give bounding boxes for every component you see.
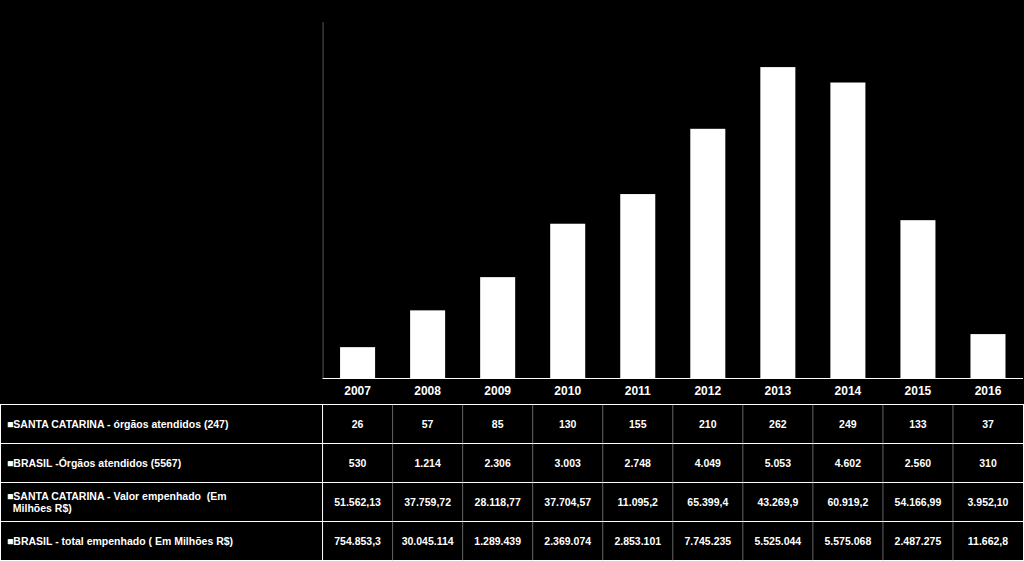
table-cell: 4.602 [835, 457, 861, 469]
table-cell: 5.053 [765, 457, 791, 469]
table-cell: 26 [352, 418, 364, 430]
bar [970, 334, 1005, 378]
table-column-line [532, 405, 533, 561]
table-cell: 85 [492, 418, 504, 430]
table-cell: 30.045.114 [402, 535, 454, 547]
table-cell: 249 [839, 418, 857, 430]
table-column-line [462, 405, 463, 561]
bar [410, 310, 445, 378]
x-axis-line [323, 378, 1023, 379]
table-cell: 210 [699, 418, 717, 430]
table-row-line [0, 482, 1024, 483]
bars [340, 67, 1005, 378]
x-tick-label: 2016 [975, 384, 1002, 398]
table-cell: 4.049 [695, 457, 721, 469]
chart: 2007 2008 2009 2010 2011 2012 2013 2014 2015 2016… [0, 0, 1024, 561]
table-cell: 51.562,13 [334, 496, 381, 508]
table-cell: 2.487.275 [895, 535, 942, 547]
table-column-line [952, 405, 953, 561]
table-row-label: ■BRASIL -Órgãos atendidos (5567) [7, 457, 181, 469]
table-cell: 2.306 [485, 457, 511, 469]
table-cell: 155 [629, 418, 647, 430]
x-tick-label: 2010 [554, 384, 581, 398]
table-cell: 130 [559, 418, 577, 430]
table-cell: 11.095,2 [618, 496, 658, 508]
table-cell: 43.269,9 [757, 496, 798, 508]
table-column-line [602, 405, 603, 561]
x-tick-label: 2014 [835, 384, 862, 398]
table-cell: 754.853,3 [334, 535, 381, 547]
table-cell: 133 [909, 418, 927, 430]
table-cell: 530 [349, 457, 367, 469]
table-cell: 37.704,57 [544, 496, 591, 508]
table-cell: 2.369.074 [544, 535, 591, 547]
table-cell: 57 [422, 418, 434, 430]
table-cell: 54.166,99 [895, 496, 942, 508]
table-cell: 2.853.101 [614, 535, 661, 547]
table-row-line [0, 521, 1024, 522]
x-tick-label: 2012 [694, 384, 721, 398]
table-border [1, 405, 1024, 561]
table-row-line [0, 443, 1024, 444]
table-cell: 3.952,10 [968, 496, 1009, 508]
bar [760, 67, 795, 378]
table-cell: 5.575.068 [825, 535, 872, 547]
table-column-line [812, 405, 813, 561]
table-cell: 37.759,72 [404, 496, 451, 508]
table-cell: 310 [979, 457, 997, 469]
table-row-label: ■SANTA CATARINA - órgãos atendidos (247) [7, 418, 228, 430]
x-tick-label: 2008 [414, 384, 441, 398]
table-cell: 3.003 [555, 457, 581, 469]
table-column-line [322, 405, 323, 561]
bar [830, 83, 865, 378]
x-tick-label: 2013 [764, 384, 791, 398]
table-cell: 11.662,8 [968, 535, 1008, 547]
bar [690, 129, 725, 378]
table-row-label: ■BRASIL - total empenhado ( Em Milhões R… [7, 535, 233, 547]
table-cell: 7.745.235 [684, 535, 731, 547]
table-cell: 262 [769, 418, 787, 430]
table-column-line [392, 405, 393, 561]
table-row-label: ■SANTA CATARINA - Valor empenhado (Em Mi… [7, 490, 227, 514]
table-column-line [672, 405, 673, 561]
bar [900, 220, 935, 378]
table-cell: 37 [982, 418, 994, 430]
table: ■SANTA CATARINA - órgãos atendidos (247)… [0, 405, 1024, 561]
table-column-line [882, 405, 883, 561]
table-cell: 28.118,77 [475, 496, 521, 508]
x-tick-label: 2011 [625, 384, 651, 398]
bar [480, 277, 515, 378]
table-cell: 1.289.439 [474, 535, 521, 547]
bar [340, 347, 375, 378]
x-tick-label: 2009 [484, 384, 511, 398]
bar [550, 224, 585, 378]
table-cell: 1.214 [414, 457, 440, 469]
y-axis-line [323, 22, 324, 378]
table-cell: 2.560 [905, 457, 931, 469]
table-column-line [742, 405, 743, 561]
x-tick-label: 2015 [905, 384, 932, 398]
background [0, 0, 1024, 561]
x-tick-label: 2007 [344, 384, 371, 398]
bar [620, 194, 655, 378]
table-cell: 60.919,2 [827, 496, 868, 508]
table-cell: 65.399,4 [687, 496, 728, 508]
table-cell: 2.748 [625, 457, 651, 469]
table-cell: 5.525.044 [754, 535, 801, 547]
